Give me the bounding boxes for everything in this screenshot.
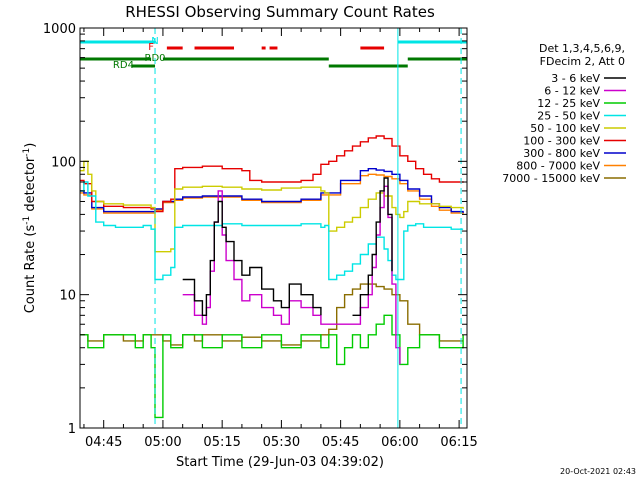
generation-timestamp: 20-Oct-2021 02:43: [560, 467, 636, 476]
legend-label: 800 - 7000 keV: [516, 160, 600, 173]
y-axis: 1 10 100 1000: [43, 22, 467, 437]
legend: Det 1,3,4,5,6,9, FDecim 2, Att 0 3 - 6 k…: [502, 42, 626, 185]
legend-header-1: Det 1,3,4,5,6,9,: [539, 42, 625, 55]
legend-label: 100 - 300 keV: [523, 135, 600, 148]
legend-label: 7000 - 15000 keV: [502, 172, 600, 185]
legend-label: 12 - 25 keV: [537, 97, 600, 110]
series-line: [80, 181, 464, 281]
legend-header-2: FDecim 2, Att 0: [540, 55, 625, 68]
y-tick-label: 1: [68, 422, 76, 437]
x-axis-label: Start Time (29-Jun-03 04:39:02): [176, 455, 384, 470]
series-line: [182, 200, 322, 316]
x-tick-label: 05:15: [203, 435, 240, 450]
legend-label: 25 - 50 keV: [537, 110, 600, 123]
series-line: [182, 185, 401, 365]
flag-label-rd4: RD4: [113, 60, 134, 71]
legend-label: 50 - 100 keV: [530, 122, 600, 135]
y-tick-label: 100: [51, 155, 76, 170]
x-tick-label: 05:30: [263, 435, 300, 450]
series-line: [352, 177, 393, 316]
y-tick-label: 1000: [43, 22, 76, 37]
state-flags: NFRD0RD4: [80, 36, 467, 71]
flag-label-f: F: [148, 42, 154, 53]
series-line: [80, 160, 464, 253]
plot-frame: [79, 27, 468, 429]
series-line: [80, 168, 464, 213]
series-line: [80, 135, 464, 213]
chart-title: RHESSI Observing Summary Count Rates: [125, 3, 435, 21]
x-axis: 04:45 05:00 05:15 05:30 05:45 06:00 06:15: [83, 28, 478, 450]
series-group: [80, 135, 464, 419]
x-tick-label: 05:00: [144, 435, 181, 450]
series-line: [80, 173, 464, 215]
vertical-markers: [154, 28, 462, 428]
x-tick-label: 06:15: [440, 435, 477, 450]
legend-label: 3 - 6 keV: [551, 72, 600, 85]
x-tick-label: 04:45: [85, 435, 122, 450]
series-line: [80, 314, 464, 419]
legend-label: 6 - 12 keV: [544, 85, 600, 98]
y-axis-label: Count Rate (s-1 detector-1): [22, 143, 38, 314]
series-line: [80, 283, 464, 346]
x-tick-label: 05:45: [322, 435, 359, 450]
legend-label: 300 - 800 keV: [523, 147, 600, 160]
x-tick-label: 06:00: [381, 435, 418, 450]
y-tick-label: 10: [59, 289, 76, 304]
